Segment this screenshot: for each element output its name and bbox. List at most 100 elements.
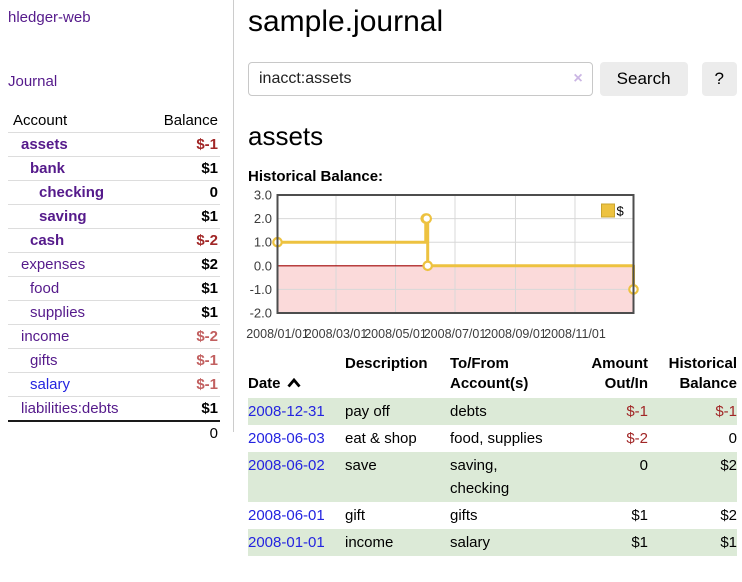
- y-tick-label: 3.0: [254, 188, 272, 203]
- accounts-balance-table: Account Balance assets $-1 bank $1 checking 0…: [8, 109, 220, 445]
- account-row: bank $1: [8, 156, 220, 181]
- transaction-balance: $2: [720, 457, 737, 474]
- account-link-income[interactable]: income: [21, 328, 70, 345]
- account-row: checking 0: [8, 180, 220, 205]
- transaction-description: save: [345, 457, 377, 474]
- account-balance: $1: [148, 300, 220, 325]
- account-balance: $1: [148, 156, 220, 181]
- transaction-accounts: food, supplies: [450, 430, 543, 447]
- account-link-gifts[interactable]: gifts: [30, 352, 58, 369]
- accounts-table-header: Account Balance: [8, 109, 220, 133]
- account-name-cell: supplies: [8, 300, 149, 325]
- x-tick-label: 2008/07/01: [424, 327, 487, 341]
- transaction-balance: 0: [728, 430, 737, 447]
- transaction-date-link[interactable]: 2008-06-03: [248, 430, 325, 447]
- sidebar: hledger-web Journal Account Balance asse…: [0, 0, 233, 445]
- search-input[interactable]: [248, 62, 593, 96]
- account-link-checking[interactable]: checking: [39, 184, 105, 201]
- account-balance: $1: [148, 204, 220, 229]
- transaction-description: gift: [345, 507, 366, 524]
- sidebar-item-journal[interactable]: Journal: [8, 73, 58, 90]
- help-button[interactable]: ?: [701, 62, 737, 96]
- account-link-liabilities-debts[interactable]: liabilities:debts: [21, 400, 119, 417]
- transaction-row: 2008-06-03 eat & shop food, supplies $-2 0: [248, 425, 737, 452]
- transaction-amount: $1: [631, 507, 648, 524]
- transaction-description: eat & shop: [345, 430, 417, 447]
- account-balance: $-1: [148, 372, 220, 397]
- x-tick-label: 2008/09/01: [484, 327, 547, 341]
- transaction-date-cell: 2008-06-03: [248, 425, 345, 452]
- account-name-cell: bank: [8, 156, 149, 181]
- legend-swatch: [601, 203, 615, 218]
- account-name-cell: assets: [8, 132, 149, 157]
- search-button[interactable]: Search: [599, 62, 688, 96]
- page-title: sample.journal: [248, 5, 444, 38]
- data-point-marker: [421, 213, 433, 224]
- account-link-food[interactable]: food: [30, 280, 60, 297]
- account-name-cell: checking: [8, 180, 149, 205]
- accounts-total-value: 0: [148, 420, 220, 445]
- historical-balance-chart: $3.0 2.0 1.0 0.0 -1.0 -2.0 2008/01/012008/03/0…: [246, 188, 639, 341]
- transaction-row: 2008-12-31 pay off debts $-1 $-1: [248, 398, 737, 425]
- main-content: sample.journal × Search ? assets Histori…: [246, 0, 737, 556]
- search-form: × Search ?: [248, 62, 737, 96]
- account-row: salary $-1: [8, 372, 220, 397]
- account-link-assets[interactable]: assets: [21, 136, 68, 153]
- account-name-cell: saving: [8, 204, 149, 229]
- transaction-row: 2008-01-01 income salary $1 $1: [248, 529, 737, 556]
- clear-search-icon[interactable]: ×: [573, 70, 583, 87]
- account-row: cash $-2: [8, 228, 220, 253]
- transaction-row: 2008-06-01 gift gifts $1 $2: [248, 502, 737, 529]
- account-link-supplies[interactable]: supplies: [30, 304, 86, 321]
- accounts-header: To/From Account(s): [450, 355, 529, 392]
- brand-link[interactable]: hledger-web: [8, 9, 91, 26]
- transaction-accounts: salary: [450, 534, 491, 551]
- x-tick-label: 2008/05/01: [364, 327, 427, 341]
- sort-by-date-header[interactable]: Date: [248, 354, 345, 398]
- account-column-header: Account: [13, 112, 68, 129]
- transaction-balance: $2: [720, 507, 737, 524]
- description-header: Description: [345, 355, 428, 372]
- plot-border: [276, 194, 635, 314]
- account-link-bank[interactable]: bank: [30, 160, 66, 177]
- transaction-date-link[interactable]: 2008-01-01: [248, 534, 325, 551]
- y-tick-label: 0.0: [254, 258, 272, 273]
- account-name-cell: liabilities:debts: [8, 396, 149, 421]
- search-box: ×: [248, 62, 593, 96]
- account-name-cell: expenses: [8, 252, 149, 277]
- transaction-amount: $-1: [626, 403, 648, 420]
- chevron-up-icon: [286, 377, 301, 388]
- x-tick-label: 2008/03/01: [305, 327, 368, 341]
- account-row: expenses $2: [8, 252, 220, 277]
- transaction-description: pay off: [345, 403, 390, 420]
- transaction-date-cell: 2008-06-02: [248, 452, 345, 502]
- data-point-marker: [422, 260, 434, 272]
- account-name-cell: food: [8, 276, 149, 301]
- transaction-date-link[interactable]: 2008-12-31: [248, 403, 325, 420]
- account-link-cash[interactable]: cash: [30, 232, 65, 249]
- x-tick-label: 2008/01/01: [246, 327, 309, 341]
- account-link-expenses[interactable]: expenses: [21, 256, 86, 273]
- chart-title: Historical Balance:: [248, 168, 384, 185]
- balance-header: Historical Balance: [668, 355, 737, 392]
- transaction-amount: 0: [639, 457, 648, 474]
- account-balance: $2: [148, 252, 220, 277]
- account-link-salary[interactable]: salary: [30, 376, 71, 393]
- account-balance: 0: [148, 180, 220, 205]
- accounts-total-row: 0: [8, 420, 220, 445]
- transaction-date-cell: 2008-06-01: [248, 502, 345, 529]
- y-tick-label: -1.0: [250, 282, 272, 297]
- y-tick-label: 1.0: [254, 235, 272, 250]
- transaction-accounts: gifts: [450, 507, 478, 524]
- transaction-date-link[interactable]: 2008-06-01: [248, 507, 325, 524]
- sidebar-divider: [233, 0, 234, 432]
- account-heading: assets: [248, 121, 324, 151]
- register-header-row: Date Description To/From Account(s) Amou…: [248, 354, 737, 398]
- amount-header: Amount Out/In: [591, 355, 648, 392]
- account-link-saving[interactable]: saving: [39, 208, 87, 225]
- transaction-accounts: debts: [450, 403, 487, 420]
- transaction-date-link[interactable]: 2008-06-02: [248, 457, 325, 474]
- transaction-balance: $-1: [715, 403, 737, 420]
- accounts-total-spacer: [8, 420, 149, 445]
